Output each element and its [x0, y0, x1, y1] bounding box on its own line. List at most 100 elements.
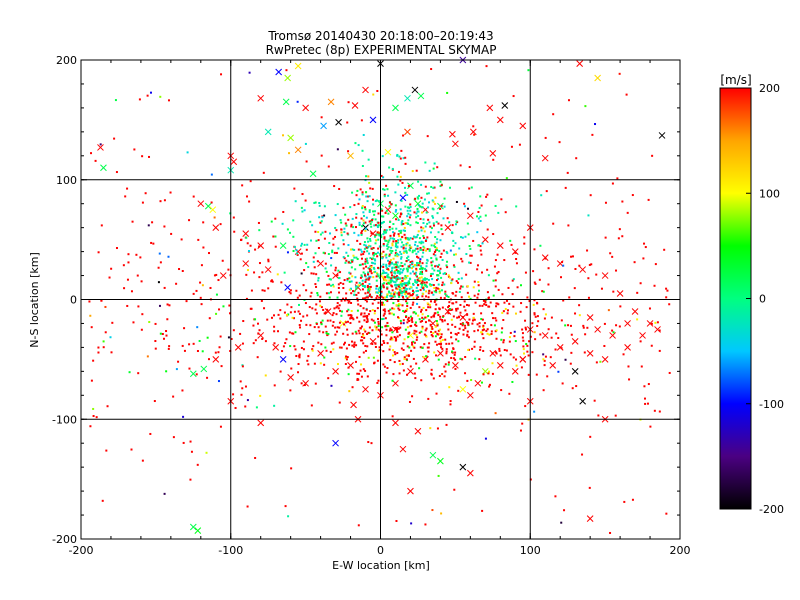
echo-point [249, 180, 252, 183]
echo-point [557, 336, 560, 339]
echo-point [390, 336, 393, 339]
echo-point [190, 450, 193, 453]
echo-point [348, 390, 351, 393]
echo-point [443, 319, 446, 322]
echo-point [385, 282, 388, 285]
echo-point [542, 389, 545, 392]
cross-stroke [257, 332, 265, 339]
echo-point [399, 281, 402, 284]
echo-point [396, 175, 399, 178]
echo-point [399, 157, 402, 160]
echo-point [364, 229, 367, 232]
echo-point [428, 169, 431, 172]
echo-point [658, 410, 661, 413]
echo-point [464, 355, 467, 358]
echo-point [437, 274, 440, 277]
echo-point [425, 249, 428, 252]
cross-stroke [100, 164, 107, 172]
echo-point [422, 318, 425, 321]
echo-point [385, 239, 388, 242]
echo-point [622, 353, 625, 356]
echo-point [478, 304, 481, 307]
echo-point [408, 248, 411, 251]
echo-point [368, 295, 371, 298]
echo-point [332, 341, 335, 344]
echo-point [289, 231, 292, 234]
echo-point [557, 370, 560, 373]
cross-stroke [212, 356, 220, 363]
echo-point [375, 279, 378, 282]
echo-point [392, 240, 395, 243]
echo-point [347, 366, 350, 369]
echo-point [375, 199, 378, 202]
echo-point [159, 332, 162, 335]
echo-point [363, 214, 366, 217]
cross-point [609, 332, 616, 339]
echo-point [413, 341, 416, 344]
cross-stroke [414, 200, 422, 208]
cross-stroke [407, 367, 414, 375]
echo-point [575, 157, 578, 160]
echo-point [445, 250, 448, 253]
echo-point [397, 327, 400, 330]
echo-point [290, 467, 293, 470]
echo-point [367, 244, 370, 247]
echo-point [477, 217, 480, 220]
echo-point [254, 456, 257, 459]
echo-point [439, 340, 442, 343]
echo-point [309, 295, 312, 298]
echo-point [617, 237, 620, 240]
echo-point [428, 201, 431, 204]
echo-point [302, 284, 305, 287]
echo-point [314, 382, 317, 385]
echo-point [541, 290, 544, 293]
echo-point [522, 345, 525, 348]
echo-point [495, 352, 498, 355]
echo-point [106, 405, 109, 408]
echo-point [483, 328, 486, 331]
echo-point [425, 327, 428, 330]
echo-point [368, 209, 371, 212]
echo-point [437, 474, 440, 477]
echo-point [410, 324, 413, 327]
echo-point [381, 155, 384, 158]
echo-point [365, 308, 368, 311]
echo-point [446, 266, 449, 269]
echo-point [420, 242, 423, 245]
echo-point [349, 287, 352, 290]
echo-point [385, 229, 388, 232]
echo-point [534, 338, 537, 341]
cross-point [556, 344, 564, 351]
echo-point [405, 284, 408, 287]
echo-point [188, 343, 191, 346]
echo-point [367, 267, 370, 270]
echo-point [441, 320, 444, 323]
echo-point [508, 302, 511, 305]
echo-point [320, 323, 323, 326]
echo-point [279, 317, 282, 320]
echo-point [384, 325, 387, 328]
echo-point [336, 274, 339, 277]
cross-stroke [496, 362, 504, 369]
echo-point [615, 324, 618, 327]
echo-point [378, 296, 381, 299]
echo-point [282, 210, 285, 213]
echo-point [495, 319, 498, 322]
echo-point [102, 346, 105, 349]
echo-point [320, 343, 323, 346]
echo-point [132, 321, 135, 324]
echo-point [489, 301, 492, 304]
echo-point [398, 359, 401, 362]
echo-point [454, 223, 457, 226]
echo-point [468, 245, 471, 248]
echo-point [649, 425, 652, 428]
echo-point [429, 306, 432, 309]
echo-point [416, 233, 419, 236]
echo-point [233, 230, 236, 233]
echo-point [399, 292, 402, 295]
echo-point [391, 331, 394, 334]
echo-point [430, 368, 433, 371]
echo-point [573, 287, 576, 290]
echo-point [607, 309, 610, 312]
echo-point [413, 346, 416, 349]
